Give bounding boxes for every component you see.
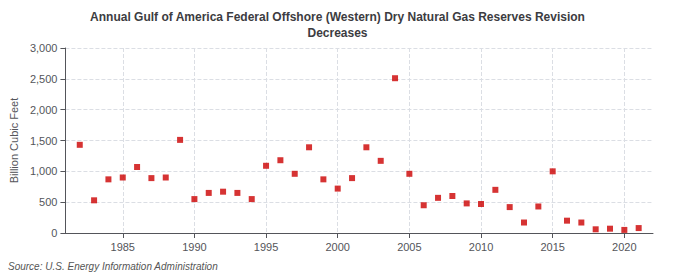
svg-text:2,000: 2,000 bbox=[30, 104, 58, 116]
svg-text:0: 0 bbox=[51, 227, 57, 239]
svg-text:Decreases: Decreases bbox=[307, 26, 367, 40]
svg-text:500: 500 bbox=[39, 196, 57, 208]
svg-text:2020: 2020 bbox=[612, 241, 636, 253]
svg-text:1,500: 1,500 bbox=[30, 135, 58, 147]
svg-text:1985: 1985 bbox=[111, 241, 135, 253]
svg-text:3,000: 3,000 bbox=[30, 42, 58, 54]
svg-text:1995: 1995 bbox=[254, 241, 278, 253]
svg-text:1,000: 1,000 bbox=[30, 165, 58, 177]
svg-text:2005: 2005 bbox=[397, 241, 421, 253]
svg-text:2010: 2010 bbox=[469, 241, 493, 253]
svg-text:2015: 2015 bbox=[540, 241, 564, 253]
svg-text:2000: 2000 bbox=[325, 241, 349, 253]
svg-text:Billion Cubic Feet: Billion Cubic Feet bbox=[8, 98, 20, 184]
svg-text:Annual Gulf of America Federal: Annual Gulf of America Federal Offshore … bbox=[90, 10, 585, 24]
svg-text:Source: U.S. Energy Informatio: Source: U.S. Energy Information Administ… bbox=[8, 261, 218, 272]
svg-text:2,500: 2,500 bbox=[30, 73, 58, 85]
svg-text:1990: 1990 bbox=[182, 241, 206, 253]
